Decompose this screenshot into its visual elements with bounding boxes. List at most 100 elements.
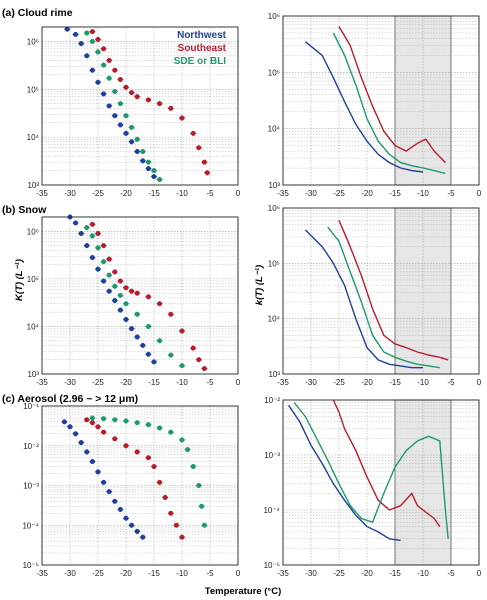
x-tick-label: -25	[92, 569, 104, 578]
y-tick-label: 10⁴	[27, 133, 40, 142]
data-point	[134, 334, 140, 340]
data-point	[78, 230, 84, 237]
data-point	[168, 429, 174, 435]
data-point	[123, 130, 129, 136]
series-line	[338, 220, 449, 361]
series-sde-or-bli	[83, 30, 163, 183]
data-point	[199, 503, 205, 509]
series-line	[338, 26, 446, 164]
y-tick-label: 10⁻²	[23, 442, 39, 451]
data-point	[101, 62, 107, 68]
x-tick-label: -15	[389, 378, 401, 387]
x-tick-label: -15	[148, 189, 160, 198]
data-point	[112, 298, 118, 304]
data-point	[151, 463, 157, 470]
data-point	[123, 113, 129, 119]
series-southeast	[83, 417, 185, 540]
data-point	[73, 31, 79, 37]
series-northwest	[304, 229, 423, 369]
data-point	[123, 84, 129, 90]
data-point	[117, 76, 123, 83]
x-tick-label: -10	[176, 189, 188, 198]
data-point	[129, 522, 135, 528]
y-tick-label: 10⁵	[27, 275, 39, 284]
series-line	[304, 229, 423, 369]
data-point	[117, 506, 123, 512]
series-line	[304, 41, 424, 173]
data-point	[123, 443, 129, 449]
x-tick-label: 0	[477, 378, 482, 387]
data-point	[179, 363, 185, 369]
data-point	[196, 482, 202, 489]
data-point	[112, 417, 118, 423]
data-point	[84, 225, 90, 231]
axes-frame	[41, 405, 239, 566]
series-northwest	[288, 404, 401, 542]
data-point	[201, 522, 207, 528]
data-point	[123, 316, 129, 323]
x-tick-label: -35	[277, 569, 289, 578]
xlabel-temperature: Temperature (°C)	[205, 586, 281, 597]
data-point	[190, 345, 196, 351]
x-tick-label: -30	[64, 569, 76, 578]
series-line	[332, 32, 446, 175]
data-point	[78, 440, 84, 446]
data-point	[179, 328, 185, 334]
x-tick-label: -5	[206, 569, 214, 578]
data-point	[145, 294, 151, 300]
data-point	[168, 510, 174, 516]
data-point	[196, 145, 202, 151]
data-point	[129, 90, 135, 96]
data-point	[145, 455, 151, 461]
data-point	[140, 148, 146, 155]
data-point	[129, 124, 135, 130]
x-tick-label: -15	[148, 378, 160, 387]
chart-panels: -35 -30 -25 -20 -15 -10 -5 0 10³ 10⁴ 10⁵ 10⁶ -35 -30 -…	[22, 12, 481, 578]
series-sde-or-bli	[327, 226, 440, 369]
series-southeast	[89, 221, 208, 372]
y-tick-label: 10⁴	[268, 125, 281, 134]
legend-southeast: Southeast	[178, 43, 227, 54]
panel-3: -35 -30 -25 -20 -15 -10 -5 0 10³ 10⁴ 10⁵ 10⁶	[268, 204, 482, 387]
data-point	[201, 366, 207, 372]
x-tick-label: -20	[120, 378, 132, 387]
series-line	[293, 402, 449, 539]
data-point	[179, 534, 185, 540]
data-point	[157, 176, 163, 183]
data-point	[190, 130, 196, 136]
y-tick-label: 10⁻³	[264, 451, 280, 460]
x-tick-label: -30	[64, 189, 76, 198]
series-northwest	[67, 214, 157, 365]
data-point	[112, 88, 118, 95]
axes-frame	[41, 26, 239, 186]
data-point	[190, 463, 196, 470]
data-point	[123, 515, 129, 521]
data-point	[157, 479, 163, 485]
data-point	[78, 41, 84, 47]
data-point	[112, 283, 118, 289]
x-tick-label: -15	[389, 189, 401, 198]
panel-title-a: (a) Cloud rime	[2, 7, 73, 19]
x-tick-label: -35	[36, 378, 48, 387]
data-point	[84, 243, 90, 249]
data-point	[89, 459, 95, 465]
x-tick-label: -10	[417, 189, 429, 198]
y-tick-label: 10³	[27, 181, 39, 190]
data-point	[123, 301, 129, 307]
x-tick-label: -30	[305, 189, 317, 198]
panel-2: -35 -30 -25 -20 -15 -10 -5 0 10³ 10⁴ 10⁵ 10⁶	[27, 214, 241, 387]
data-point	[123, 285, 129, 291]
panel-title-b: (b) Snow	[2, 204, 47, 216]
data-point	[112, 67, 118, 73]
series-northwest	[64, 26, 157, 180]
x-tick-label: 0	[236, 189, 241, 198]
ylabel-left-b: K(T) (L⁻¹)	[14, 259, 25, 301]
data-point	[106, 272, 112, 278]
series-southeast	[332, 399, 441, 527]
y-tick-label: 10⁶	[27, 227, 39, 236]
data-point	[117, 278, 123, 284]
data-point	[134, 136, 140, 142]
data-point	[134, 311, 140, 317]
data-point	[140, 534, 146, 540]
data-point	[89, 29, 95, 35]
